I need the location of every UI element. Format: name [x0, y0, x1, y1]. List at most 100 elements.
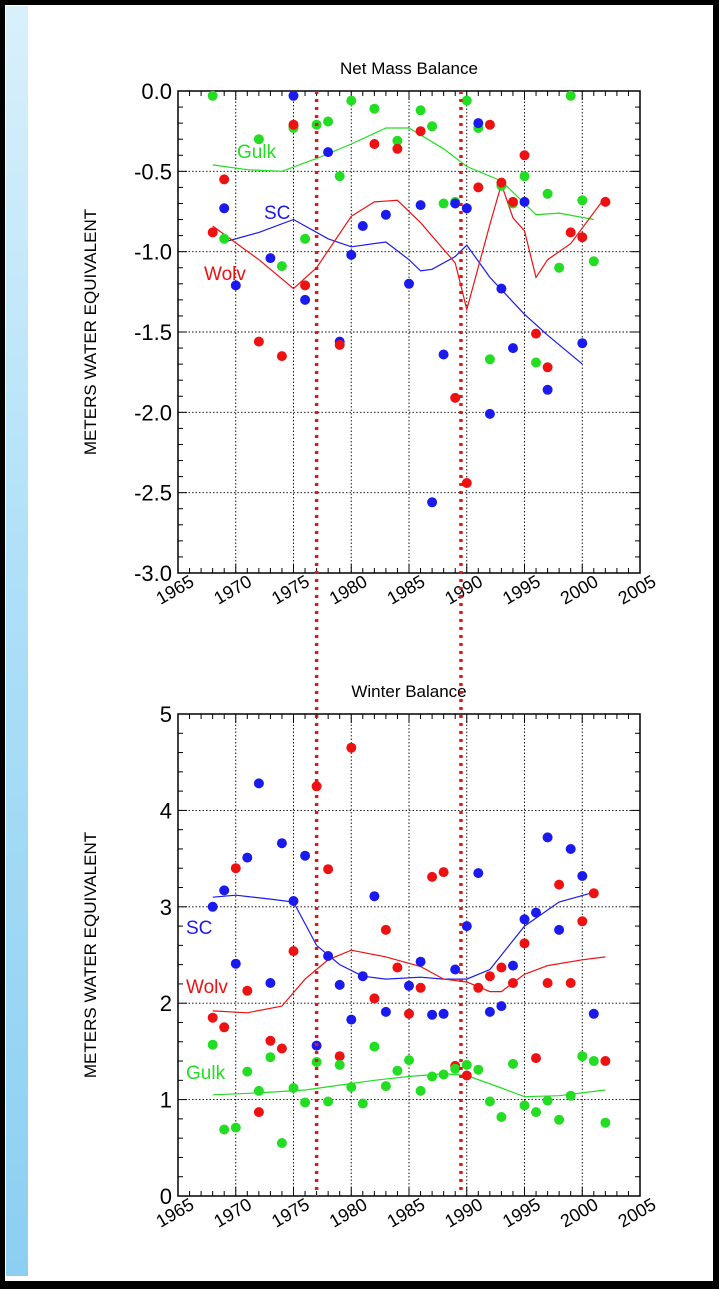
data-point-sc: [450, 964, 461, 975]
data-point-wolv: [438, 867, 449, 878]
trend-line-wolv: [212, 182, 606, 312]
data-point-wolv: [565, 227, 576, 238]
data-point-sc: [519, 914, 530, 925]
data-point-gulk: [450, 1063, 461, 1074]
data-point-sc: [265, 978, 276, 988]
data-point-wolv: [588, 888, 599, 899]
data-point-gulk: [253, 134, 264, 145]
y-axis-label: METERS WATER EQUIVALENT: [81, 832, 100, 1078]
data-point-sc: [404, 980, 414, 991]
data-point-sc: [484, 1006, 495, 1017]
data-point-sc: [415, 200, 426, 211]
data-point-wolv: [392, 143, 403, 154]
data-point-gulk: [519, 171, 530, 182]
data-point-wolv: [496, 177, 507, 188]
data-point-gulk: [484, 1096, 495, 1107]
x-tick-label: 2005: [615, 571, 660, 608]
data-point-wolv: [519, 938, 530, 949]
data-point-sc: [427, 1009, 438, 1020]
data-point-gulk: [600, 1117, 611, 1128]
x-tick-label: 2000: [557, 1194, 602, 1231]
data-point-sc: [346, 1014, 357, 1025]
frame-shadow-right: [713, 0, 719, 1289]
data-point-wolv: [253, 336, 264, 347]
data-point-sc: [554, 924, 565, 935]
x-tick-label: 1995: [499, 1194, 544, 1231]
data-point-gulk: [427, 1071, 438, 1082]
y-axis-label: METERS WATER EQUIVALENT: [81, 209, 100, 455]
data-point-gulk: [207, 90, 218, 101]
data-point-gulk: [219, 1124, 230, 1135]
data-point-sc: [242, 852, 253, 863]
data-point-wolv: [415, 126, 426, 137]
gradient-strip: [6, 6, 28, 1276]
data-point-gulk: [346, 95, 357, 106]
data-point-wolv: [577, 916, 588, 927]
data-point-sc: [265, 253, 276, 264]
data-point-wolv: [473, 182, 484, 193]
data-point-sc: [427, 497, 438, 508]
data-point-gulk: [288, 1083, 299, 1093]
y-tick-label: 3: [160, 895, 172, 920]
x-tick-label: 1995: [499, 571, 544, 608]
data-point-gulk: [404, 1055, 414, 1066]
y-tick-label: -2.5: [134, 481, 172, 506]
data-point-wolv: [253, 1107, 264, 1118]
data-point-wolv: [404, 1008, 414, 1019]
data-point-sc: [323, 147, 334, 158]
y-tick-label: 2: [160, 991, 172, 1016]
chart-winter-balance: Winter Balance METERS WATER EQUIVALENT 5 4 3…: [81, 682, 659, 1231]
data-point-gulk: [519, 1100, 530, 1111]
data-point-sc: [219, 885, 230, 896]
frame-shadow-bottom: [0, 1281, 719, 1289]
data-point-wolv: [219, 174, 230, 185]
data-point-wolv: [288, 946, 299, 957]
y-tick-label: 1: [160, 1088, 172, 1113]
trend-line-sc: [224, 218, 583, 365]
data-point-gulk: [369, 1041, 380, 1052]
data-point-gulk: [392, 1065, 403, 1076]
data-point-wolv: [207, 1012, 218, 1023]
data-point-sc: [415, 956, 426, 967]
data-point-wolv: [508, 978, 518, 988]
data-point-wolv: [473, 982, 484, 993]
x-tick-label: 1990: [441, 571, 486, 608]
data-point-sc: [346, 249, 357, 260]
data-point-wolv: [461, 478, 472, 488]
data-point-gulk: [357, 1098, 368, 1109]
data-point-sc: [577, 871, 588, 881]
data-point-sc: [230, 280, 241, 291]
chart-title: Winter Balance: [351, 682, 466, 701]
data-point-sc: [531, 907, 541, 918]
data-point-gulk: [334, 171, 345, 182]
data-point-gulk: [588, 1056, 599, 1066]
data-point-wolv: [230, 863, 241, 874]
data-point-wolv: [542, 978, 553, 988]
data-point-wolv: [300, 280, 311, 291]
data-point-wolv: [380, 924, 391, 935]
data-point-sc: [461, 921, 472, 932]
data-point-wolv: [276, 351, 287, 362]
data-point-sc: [461, 203, 472, 214]
data-point-sc: [473, 118, 484, 129]
data-point-wolv: [554, 879, 565, 890]
x-tick-label: 1980: [326, 1194, 371, 1231]
data-point-sc: [519, 196, 530, 207]
data-point-sc: [276, 838, 287, 849]
data-point-wolv: [484, 971, 495, 982]
data-point-wolv: [392, 962, 403, 973]
data-point-sc: [473, 868, 484, 879]
data-point-wolv: [508, 196, 518, 207]
y-tick-label: -0.5: [134, 159, 172, 184]
data-point-wolv: [600, 1056, 611, 1066]
data-point-sc: [357, 971, 368, 982]
data-point-sc: [577, 338, 588, 349]
data-point-gulk: [542, 188, 553, 199]
data-point-gulk: [334, 1059, 345, 1070]
data-point-sc: [300, 850, 311, 861]
data-point-gulk: [554, 1114, 565, 1125]
data-point-wolv: [577, 232, 588, 243]
data-point-sc: [496, 1001, 507, 1012]
